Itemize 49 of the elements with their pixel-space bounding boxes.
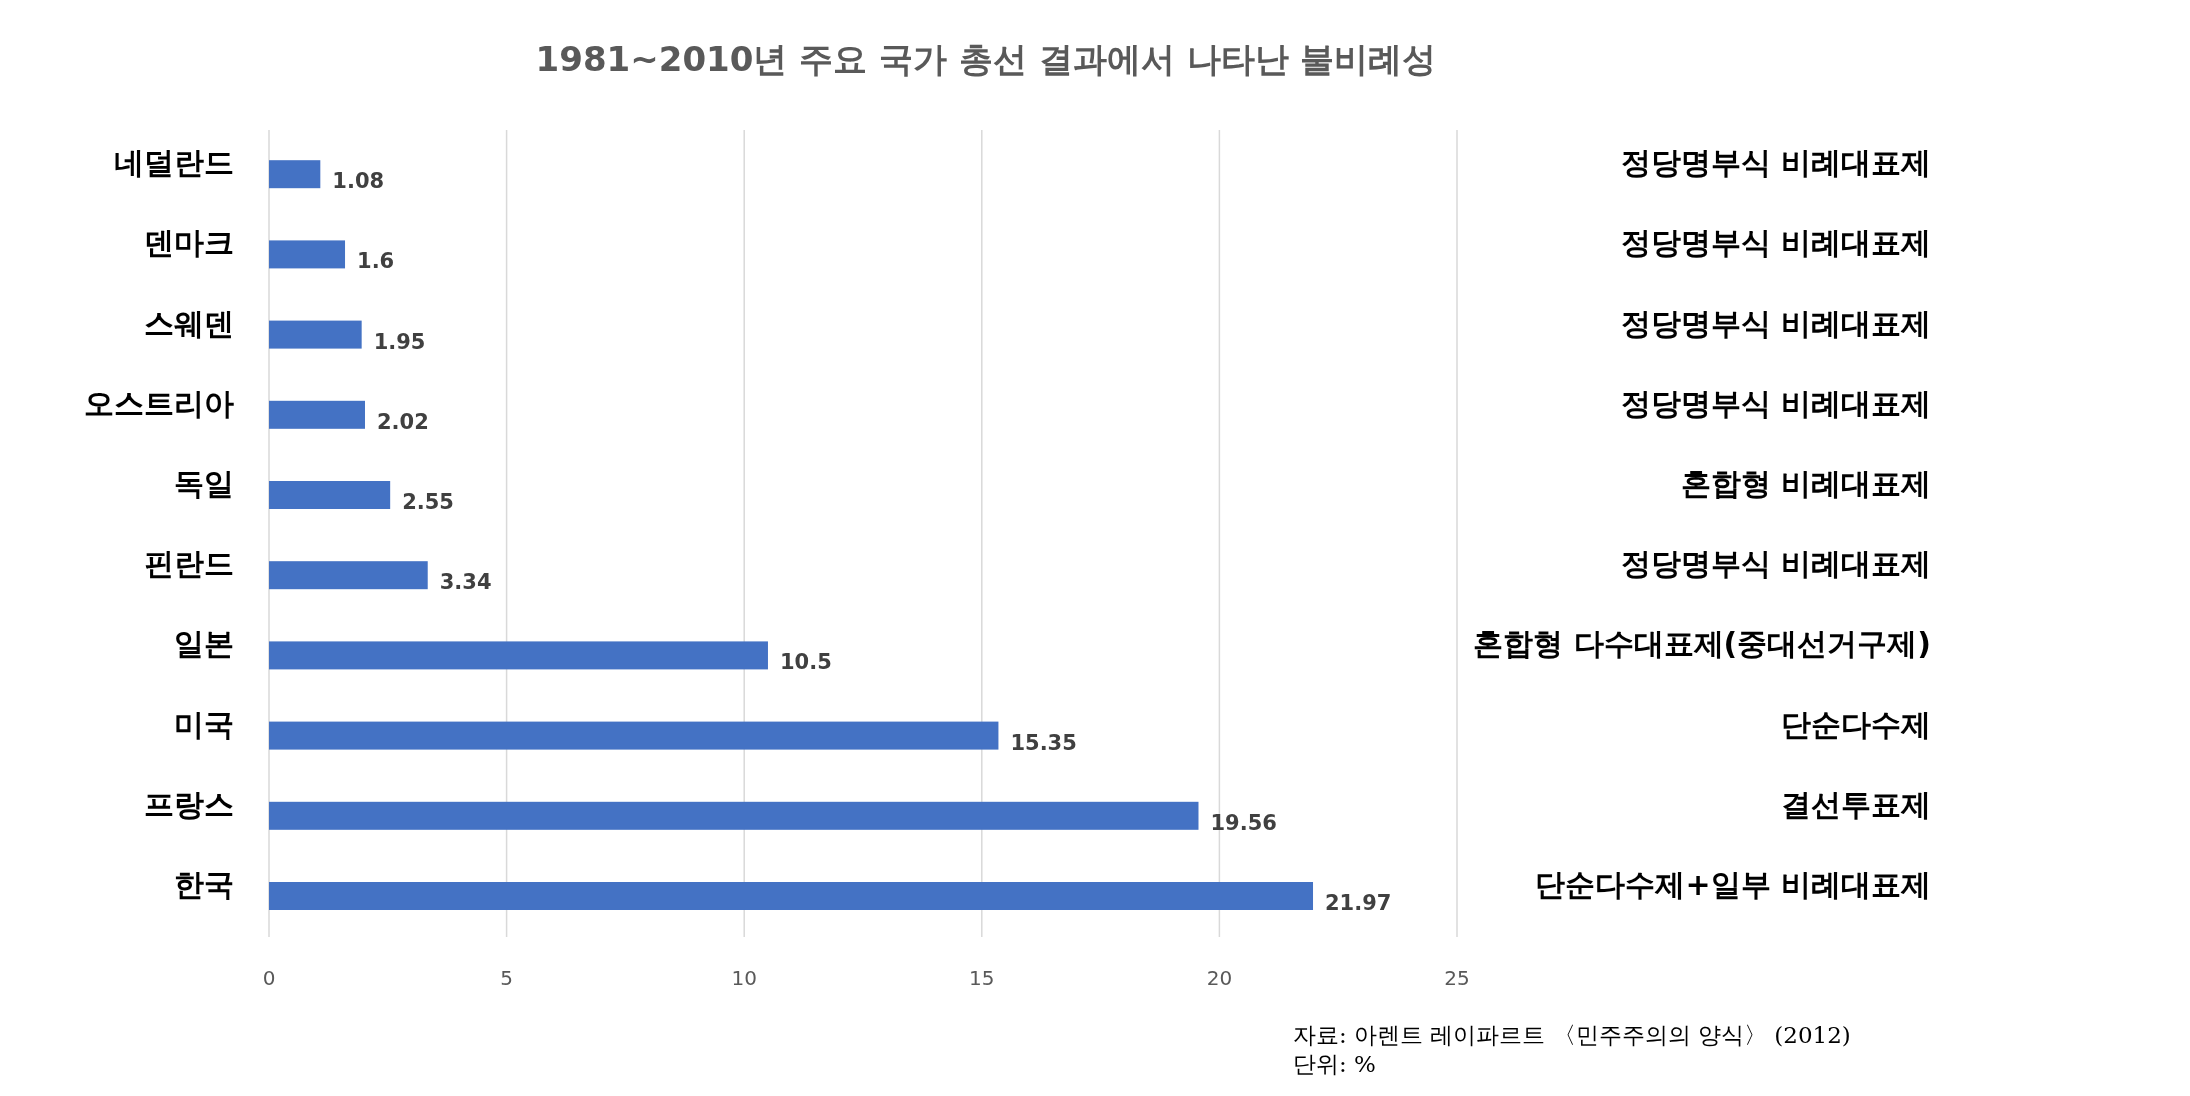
x-tick-label: 0	[262, 966, 276, 990]
bar	[269, 160, 321, 189]
text: 단순다수제	[1781, 706, 1931, 742]
x-tick-label: 15	[969, 966, 995, 990]
text: 정당명부식 비례대표제	[1620, 546, 1931, 582]
data-label: 1.6	[357, 249, 395, 274]
text: 단순다수제+일부 비례대표제	[1535, 867, 1931, 902]
text: 혼합형 다수대표제(중대선거구제)	[1473, 626, 1931, 662]
data-label: 10.5	[779, 650, 832, 675]
bar	[269, 882, 1314, 910]
data-label: 3.34	[439, 570, 492, 595]
x-tick-label: 5	[500, 966, 513, 990]
y-tick-label: 덴마크	[144, 225, 234, 261]
bar	[269, 721, 999, 750]
y-tick-label: 한국	[174, 867, 234, 902]
bar	[269, 400, 365, 429]
x-tick-label: 20	[1206, 966, 1233, 990]
y-tick-label: 독일	[174, 466, 234, 501]
text: 자료: 아렌트 레이파르트 〈민주주의의 양식〉 (2012)	[1293, 1022, 1851, 1048]
bar	[269, 320, 362, 349]
y-tick-label: 프랑스	[144, 786, 234, 822]
x-tick-label: 10	[731, 966, 757, 990]
text: 단위: %	[1293, 1051, 1376, 1077]
bar	[269, 481, 391, 509]
y-tick-label: 미국	[174, 706, 234, 742]
data-label: 21.97	[1325, 891, 1392, 915]
chart-title: 1981~2010년 주요 국가 총선 결과에서 나타난 불비례성	[535, 39, 1437, 79]
text: 정당명부식 비례대표제	[1620, 225, 1931, 261]
text: 정당명부식 비례대표제	[1620, 385, 1931, 421]
y-tick-label: 일본	[174, 626, 234, 662]
text: 혼합형 비례대표제	[1680, 466, 1931, 501]
y-tick-label: 네덜란드	[114, 145, 234, 181]
bar	[269, 641, 768, 670]
data-label: 19.56	[1210, 810, 1277, 835]
bar	[269, 801, 1199, 830]
text: 정당명부식 비례대표제	[1620, 145, 1931, 181]
data-label: 2.55	[402, 490, 454, 514]
x-tick-label: 25	[1444, 966, 1470, 990]
bar	[269, 561, 428, 590]
y-tick-label: 핀란드	[144, 546, 234, 582]
data-label: 1.08	[332, 169, 385, 194]
y-tick-label: 오스트리아	[84, 385, 234, 421]
y-tick-label: 스웨덴	[144, 305, 234, 341]
text: 결선투표제	[1781, 786, 1931, 822]
text: 정당명부식 비례대표제	[1620, 305, 1931, 341]
data-label: 2.02	[376, 409, 429, 434]
data-label: 15.35	[1010, 730, 1077, 755]
bar	[269, 240, 346, 269]
data-label: 1.95	[373, 329, 426, 354]
